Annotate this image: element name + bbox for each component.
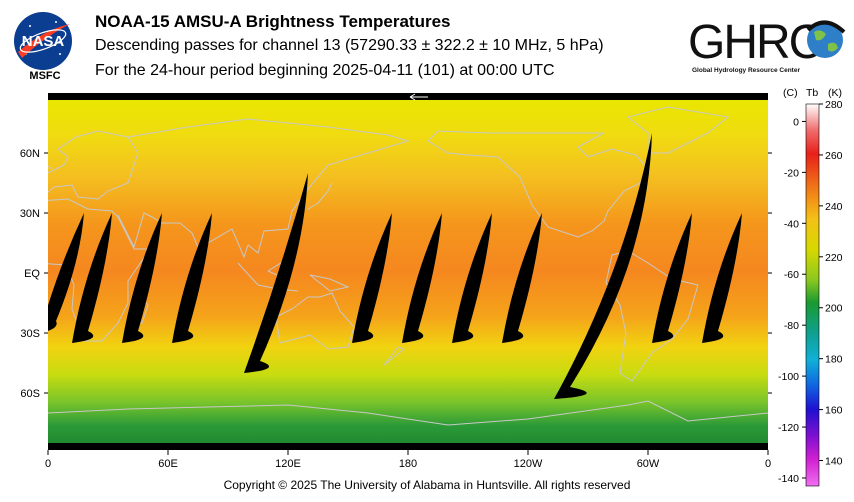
colorbar-k-label: 260 (825, 150, 843, 162)
colorbar (805, 103, 820, 487)
coastline (237, 262, 299, 292)
lon-label: 120E (275, 458, 301, 470)
lon-label: 120W (514, 458, 543, 470)
coastline (117, 118, 410, 259)
lat-label: 60N (20, 148, 40, 160)
orbit-gap (652, 213, 692, 343)
colorbar-unit-c: (C) (783, 87, 798, 99)
nasa-logo-text: NASA (22, 33, 65, 50)
coastline (48, 400, 768, 426)
coastline (383, 346, 406, 366)
map-period: For the 24-hour period beginning 2025-04… (95, 62, 555, 79)
colorbar-c-label: -40 (784, 218, 799, 230)
colorbar-c-label: -80 (784, 320, 799, 332)
ghrc-logo-text: GHRC (688, 16, 822, 69)
colorbar-c-label: -100 (778, 371, 799, 383)
colorbar-k-label: 160 (825, 405, 843, 417)
ghrc-logo: GHRC Global Hydrology Resource Center (688, 16, 846, 74)
lat-label: EQ (24, 268, 40, 280)
orbit-gap (72, 213, 112, 343)
map-title: NOAA-15 AMSU-A Brightness Temperatures (95, 12, 451, 31)
coastline (626, 106, 730, 154)
colorbar-c-label: -20 (784, 167, 799, 179)
colorbar-unit-tb: Tb (806, 87, 818, 99)
colorbar-c-label: 0 (793, 116, 799, 128)
colorbar-k-label: 140 (825, 456, 843, 468)
colorbar-c-label: -120 (778, 422, 799, 434)
lon-label: 0 (765, 458, 771, 470)
longitude-axis: 0 60E 120E 180 120W 60W 0 (45, 450, 771, 470)
lon-label: 0 (45, 458, 51, 470)
coastlines (48, 106, 768, 426)
colorbar-unit-k: (K) (828, 87, 842, 99)
copyright-footer: Copyright © 2025 The University of Alaba… (223, 478, 631, 492)
lat-label: 30N (20, 208, 40, 220)
colorbar-c-label: -140 (778, 473, 799, 485)
nasa-logo: NASA (14, 12, 72, 70)
colorbar-k-label: 280 (825, 99, 843, 111)
lat-label: 60S (20, 388, 40, 400)
colorbar-k-label: 180 (825, 354, 843, 366)
coastline (605, 250, 699, 382)
orbit-gap (502, 213, 542, 343)
lon-label: 60E (158, 458, 178, 470)
ghrc-caption: Global Hydrology Resource Center (692, 67, 800, 74)
map-subtitle: Descending passes for channel 13 (57290.… (95, 37, 604, 54)
orbit-gap (172, 213, 212, 343)
orbit-gap (452, 213, 492, 343)
lon-label: 60W (637, 458, 660, 470)
coastline (427, 130, 649, 238)
colorbar-k-label: 220 (825, 252, 843, 264)
coastline (275, 292, 355, 350)
coastline (48, 130, 139, 200)
latitude-axis: 60N 30N EQ 30S 60S (20, 148, 772, 400)
colorbar-c-label: -60 (784, 269, 799, 281)
orbit-gap (352, 213, 392, 343)
colorbar-k-label: 200 (825, 303, 843, 315)
colorbar-ticks: 280 260 240 220 200 180 160 140 0 -20 -40 -60 -80 -10… (778, 99, 843, 485)
coastline (309, 274, 350, 292)
lat-label: 30S (20, 328, 40, 340)
coastline (307, 182, 333, 210)
msfc-label: MSFC (29, 70, 61, 82)
orbit-gaps (48, 133, 742, 399)
direction-arrow-icon (409, 93, 428, 101)
lon-label: 180 (399, 458, 417, 470)
orbit-gap (48, 213, 84, 331)
colorbar-k-label: 240 (825, 201, 843, 213)
orbit-gap (702, 213, 742, 343)
orbit-gap (122, 213, 162, 343)
orbit-gap (402, 213, 442, 343)
